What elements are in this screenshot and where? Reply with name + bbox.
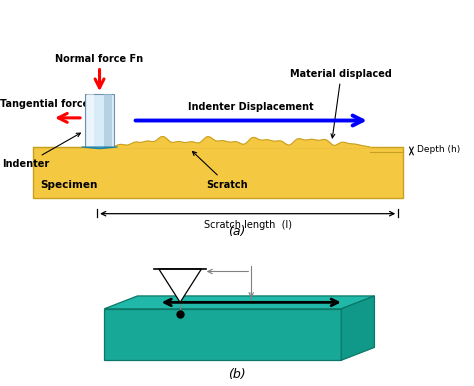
Text: Indenter: Indenter xyxy=(2,133,81,169)
Polygon shape xyxy=(341,296,374,360)
Text: Tangential force Ft: Tangential force Ft xyxy=(0,99,104,109)
Bar xyxy=(85,94,114,147)
Polygon shape xyxy=(159,269,201,302)
Text: Indenter Displacement: Indenter Displacement xyxy=(188,102,314,112)
Text: Specimen: Specimen xyxy=(40,180,98,190)
Bar xyxy=(87,94,94,147)
Text: (a): (a) xyxy=(228,225,246,238)
Text: Scratch length  (l): Scratch length (l) xyxy=(204,220,292,230)
Text: (b): (b) xyxy=(228,368,246,381)
Text: Normal force Fn: Normal force Fn xyxy=(55,54,144,64)
Bar xyxy=(33,147,403,198)
Text: Scratch: Scratch xyxy=(192,151,248,190)
Polygon shape xyxy=(104,296,374,309)
Bar xyxy=(104,94,112,147)
Text: Material displaced: Material displaced xyxy=(291,68,392,138)
Polygon shape xyxy=(82,147,118,149)
Text: Depth (h): Depth (h) xyxy=(417,145,460,154)
Polygon shape xyxy=(104,309,341,360)
